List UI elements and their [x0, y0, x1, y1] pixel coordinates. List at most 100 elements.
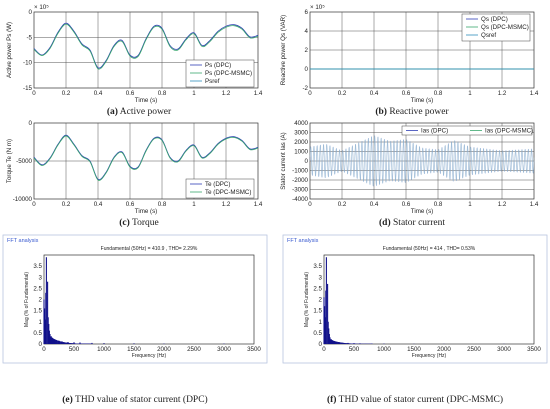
x-tick-label: 0.6	[126, 201, 135, 208]
caption-e: (e) THD value of stator current (DPC)	[62, 394, 207, 405]
x-tick-label: 1.2	[222, 90, 231, 97]
x-tick-label: 3500	[527, 346, 541, 353]
x-axis-label: Time (s)	[411, 208, 433, 215]
y-tick-label: -5	[26, 34, 32, 41]
x-tick-label: 1500	[127, 346, 141, 353]
legend-label: Te (DPC)	[205, 181, 230, 188]
caption-d: (d) Stator current	[379, 217, 445, 228]
y-tick-label: 3.5	[33, 263, 42, 270]
x-tick-label: 0	[322, 346, 326, 353]
y-tick-label: -1000	[292, 168, 308, 175]
series-line-c-1	[33, 135, 259, 181]
legend-label: Qs (DPC-MSMC)	[481, 24, 529, 31]
x-tick-label: 1.2	[498, 90, 507, 97]
y-tick-label: 1.5	[33, 308, 42, 315]
x-tick-label: 1	[468, 90, 472, 97]
x-tick-label: 1.2	[498, 201, 507, 208]
x-tick-label: 2000	[157, 346, 171, 353]
x-tick-label: 0.8	[158, 201, 167, 208]
x-tick-label: 1.4	[254, 90, 263, 97]
y-tick-label: 2	[319, 297, 323, 304]
y-tick-label: 3	[39, 274, 43, 281]
x-tick-label: 1	[192, 90, 196, 97]
x-axis-label: Frequency (Hz)	[132, 353, 167, 359]
x-tick-label: 0.6	[402, 90, 411, 97]
x-tick-label: 1.4	[254, 201, 263, 208]
x-tick-label: 1000	[97, 346, 111, 353]
plot-area-f	[323, 254, 535, 345]
x-tick-label: 2000	[437, 346, 451, 353]
x-tick-label: 0.8	[158, 90, 167, 97]
x-tick-label: 1	[192, 201, 196, 208]
y-tick-label: 3	[319, 274, 323, 281]
series-line-a-1	[33, 23, 259, 70]
y-tick-label: -3000	[292, 187, 308, 194]
x-tick-label: 0.2	[338, 201, 347, 208]
y-tick-label: 2	[305, 47, 309, 54]
y-tick-label: 2.5	[313, 285, 322, 292]
y-tick-label: 0.5	[313, 330, 322, 337]
y-tick-label: 0	[305, 66, 309, 73]
x-tick-label: 3000	[217, 346, 231, 353]
x-tick-label: 0.6	[402, 201, 411, 208]
y-tick-label: 1.5	[313, 308, 322, 315]
fft-window-title-e: FFT analysis	[7, 238, 39, 244]
x-tick-label: 0.6	[126, 90, 135, 97]
y-tick-label: 1	[319, 319, 323, 326]
legend-label: Ps (DPC)	[205, 62, 231, 69]
y-tick-label: 4000	[294, 120, 308, 127]
legend-label: Te (DPC-MSMC)	[205, 189, 251, 196]
legend-box-a	[185, 59, 255, 88]
y-tick-label: 1	[39, 319, 43, 326]
y-tick-label: 0	[319, 341, 323, 348]
x-tick-label: 0.2	[62, 201, 71, 208]
x-tick-label: 0.4	[94, 201, 103, 208]
y-tick-label: 1000	[294, 149, 308, 156]
x-tick-label: 1500	[407, 346, 421, 353]
fft-annotation: Fundamental (50Hz) = 410.9 , THD= 2.29%	[101, 246, 198, 252]
y-tick-label: 0	[29, 9, 33, 16]
x-tick-label: 500	[69, 346, 80, 353]
y-tick-label: 6	[305, 9, 309, 16]
legend-box-b	[461, 13, 531, 42]
x-tick-label: 1.4	[530, 201, 539, 208]
y-axis-label: Stator current Ias (A)	[280, 132, 287, 189]
x-tick-label: 500	[349, 346, 360, 353]
x-tick-label: 1	[468, 201, 472, 208]
y-tick-label: 4	[305, 28, 309, 35]
chart-c: 0 0.2 0.4 0.6 0.8 1 1.2 1.4 0 -5000 -10000 Time (s)…	[6, 120, 263, 215]
x-tick-label: 0.2	[62, 90, 71, 97]
plot-area-e	[43, 254, 255, 345]
y-tick-label: 0	[39, 341, 43, 348]
chart-d: 0 0.2 0.4 0.6 0.8 1 1.2 1.4 4000 3000 2000 1000 0 -10…	[280, 120, 539, 215]
legend-label: Qsref	[481, 32, 496, 39]
x-tick-label: 1.2	[222, 201, 231, 208]
x-tick-label: 2500	[187, 346, 201, 353]
y-tick-label: -4000	[292, 196, 308, 203]
x-tick-label: 0.4	[94, 90, 103, 97]
x-tick-label: 0	[308, 201, 312, 208]
x-tick-label: 2500	[467, 346, 481, 353]
x-tick-label: 0.2	[338, 90, 347, 97]
y-tick-label: 2000	[294, 139, 308, 146]
y-axis-label: Mag (% of Fundamental)	[24, 272, 30, 327]
x-axis-label: Time (s)	[135, 208, 157, 215]
legend-label: Ias (DPC-MSMC)	[485, 128, 533, 135]
legend-box-d	[401, 125, 533, 136]
x-axis-label: Frequency (Hz)	[412, 353, 447, 359]
y-tick-label: -2000	[292, 177, 308, 184]
chart-e: 0 500 1000 1500 2000 2500 3000 3500 0 0.5 1 1.5 2 2.5…	[24, 246, 261, 359]
series-line-ias-msmc	[309, 136, 535, 186]
caption-a: (a) Active power	[107, 106, 172, 117]
y-tick-label: 3.5	[313, 263, 322, 270]
y-tick-label: -10000	[13, 196, 33, 203]
y-tick-label: 2.5	[33, 285, 42, 292]
legend-label: Qs (DPC)	[481, 16, 508, 23]
x-tick-label: 0	[308, 90, 312, 97]
x-tick-label: 0	[32, 90, 36, 97]
legend-label: Psref	[205, 78, 220, 85]
x-tick-label: 0.8	[434, 90, 443, 97]
y-axis-label: Active power Ps (W)	[6, 22, 13, 78]
